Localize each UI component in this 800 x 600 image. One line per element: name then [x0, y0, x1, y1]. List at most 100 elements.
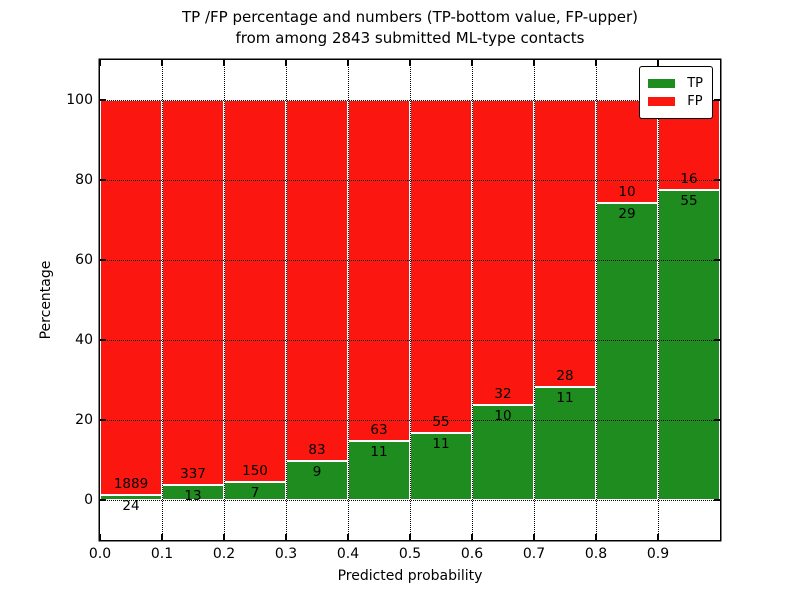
y-axis-tick [100, 499, 106, 501]
y-axis-tick [714, 419, 720, 421]
y-axis-tick [100, 99, 106, 101]
x-axis-tick [533, 534, 535, 540]
x-axis-tick [99, 60, 101, 66]
y-tick-label: 0 [84, 492, 93, 508]
x-tick-label: 0.7 [522, 546, 546, 562]
bar-label-tp: 11 [370, 443, 388, 460]
gridline-vertical [472, 60, 473, 540]
y-axis-tick [714, 99, 720, 101]
bar-segment-tp [658, 190, 720, 500]
y-tick-label: 20 [75, 412, 93, 428]
bar-label-tp: 11 [556, 390, 574, 407]
bar-label-fp: 83 [308, 441, 326, 458]
legend-label: FP [687, 94, 703, 109]
x-axis-tick [409, 534, 411, 540]
y-axis-label: Percentage [38, 260, 54, 340]
grid-layer [100, 60, 720, 540]
bar-segment-fp [472, 100, 534, 405]
x-tick-label: 0.6 [460, 546, 484, 562]
x-axis-tick [285, 60, 287, 66]
x-axis-tick [223, 60, 225, 66]
y-axis-tick [714, 259, 720, 261]
y-axis-tick [100, 419, 106, 421]
bar-label-fp: 55 [432, 414, 450, 431]
x-axis-tick [285, 534, 287, 540]
bar-segment-tp [534, 387, 596, 500]
x-tick-label: 0.2 [212, 546, 236, 562]
bar-labels-layer: 1889 24 337 13 150 7 83 9 63 11 55 11 32 10 28 11 10 29 16… [100, 60, 720, 540]
x-tick-label: 0.1 [150, 546, 174, 562]
bar-label-tp: 13 [184, 488, 202, 505]
y-tick-label: 80 [75, 172, 93, 188]
bar-label-fp: 32 [494, 385, 512, 402]
x-tick-label: 0.0 [88, 546, 112, 562]
bar-label-fp: 150 [242, 463, 268, 480]
bar-label-fp: 16 [680, 171, 698, 188]
x-axis-tick [595, 60, 597, 66]
gridline-vertical [348, 60, 349, 540]
gridline-vertical [658, 60, 659, 540]
y-axis-tick [714, 499, 720, 501]
x-axis-tick [347, 60, 349, 66]
y-axis-tick [714, 179, 720, 181]
gridline-vertical [224, 60, 225, 540]
bar-label-fp: 10 [618, 183, 636, 200]
x-axis-tick [409, 60, 411, 66]
legend-label: TP [687, 76, 703, 91]
bar-label-tp: 9 [312, 463, 322, 480]
x-axis-tick [533, 60, 535, 66]
bar-segment-tp [100, 494, 162, 500]
x-tick-label: 0.3 [274, 546, 298, 562]
legend-item: TP [648, 76, 703, 91]
bar-label-tp: 11 [432, 436, 450, 453]
x-tick-label: 0.9 [646, 546, 670, 562]
x-axis-label: Predicted probability [337, 568, 483, 584]
x-axis-tick [471, 534, 473, 540]
y-axis-tick [100, 339, 106, 341]
chart-title: TP /FP percentage and numbers (TP-bottom… [100, 7, 720, 49]
bars-layer [100, 60, 720, 540]
legend-item: FP [648, 94, 703, 109]
x-axis-tick [595, 534, 597, 540]
bar-label-fp: 1889 [113, 475, 149, 492]
x-tick-label: 0.8 [584, 546, 608, 562]
x-axis-tick [161, 60, 163, 66]
y-tick-label: 60 [75, 252, 93, 268]
x-axis-tick [657, 534, 659, 540]
bar-label-tp: 29 [618, 205, 636, 222]
bar-label-fp: 63 [370, 421, 388, 438]
x-tick-label: 0.4 [336, 546, 360, 562]
gridline-vertical [286, 60, 287, 540]
ticks-layer [99, 60, 720, 540]
legend-swatch-fp [648, 97, 676, 106]
chart-title-line1: TP /FP percentage and numbers (TP-bottom… [182, 8, 638, 26]
y-axis-tick [100, 179, 106, 181]
x-axis-tick [347, 534, 349, 540]
bar-segment-fp [410, 100, 472, 434]
x-axis-tick [161, 534, 163, 540]
bar-segment-fp [100, 100, 162, 495]
x-axis-tick [471, 60, 473, 66]
x-tick-label: 0.5 [398, 546, 422, 562]
y-tick-label: 100 [66, 92, 93, 108]
chart-title-line2: from among 2843 submitted ML-type contac… [235, 29, 585, 47]
x-axis-tick [99, 534, 101, 540]
gridline-vertical [596, 60, 597, 540]
y-tick-label: 40 [75, 332, 93, 348]
x-axis-tick [657, 60, 659, 66]
bar-label-tp: 10 [494, 407, 512, 424]
bar-label-tp: 7 [250, 485, 260, 502]
bar-label-fp: 337 [180, 466, 206, 483]
bar-label-tp: 24 [122, 497, 140, 514]
bar-label-tp: 55 [680, 193, 698, 210]
plot-area: 1889 24 337 13 150 7 83 9 63 11 55 11 32 10 28 11 10 29 16… [99, 60, 720, 540]
y-axis-tick [100, 259, 106, 261]
legend-swatch-tp [648, 79, 676, 88]
gridline-vertical [534, 60, 535, 540]
gridline-vertical [162, 60, 163, 540]
y-axis-tick [714, 339, 720, 341]
bar-label-fp: 28 [556, 368, 574, 385]
legend: TP FP [639, 66, 713, 119]
x-axis-tick [223, 534, 225, 540]
